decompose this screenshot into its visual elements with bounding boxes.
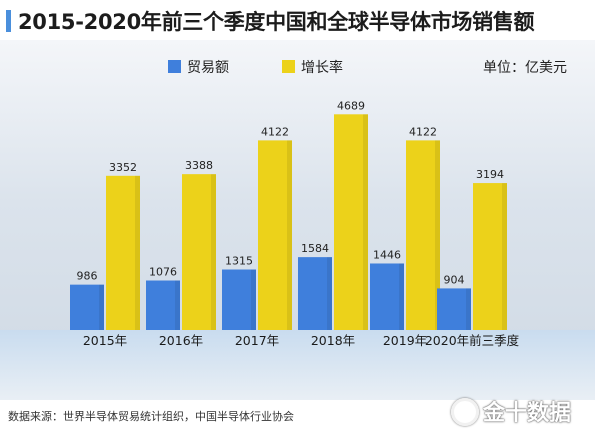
- chart-title: 2015-2020年前三个季度中国和全球半导体市场销售额: [18, 10, 535, 34]
- growth-value-label-2: 4122: [261, 125, 289, 138]
- trade-value-label-5: 904: [444, 273, 465, 286]
- category-label-0: 2015年: [83, 333, 127, 348]
- bar-shade: [175, 280, 180, 330]
- growth-bar-5: [473, 183, 507, 330]
- growth-bar-2: [258, 140, 292, 330]
- category-label-4: 2019年: [383, 333, 427, 348]
- trade-value-label-0: 986: [77, 270, 98, 283]
- legend: 贸易额 增长率: [168, 59, 343, 76]
- bar-shade: [435, 140, 440, 330]
- legend-swatch-1: [282, 60, 295, 73]
- bar-shade: [363, 114, 368, 330]
- trade-bar-4: [370, 263, 404, 330]
- growth-bar-1: [182, 174, 216, 330]
- unit-label: 单位：亿美元: [483, 60, 567, 76]
- trade-value-label-1: 1076: [149, 266, 177, 279]
- value-labels-group: 986 3352 1076 3388 1315 4122 1584 4689 1446 4122 9…: [77, 99, 505, 286]
- bar-shade: [327, 257, 332, 330]
- title-accent-bar: [6, 10, 11, 32]
- watermark-logo-icon: [451, 398, 479, 426]
- bar-shade: [99, 284, 104, 330]
- growth-bar-3: [334, 114, 368, 330]
- trade-value-label-4: 1446: [373, 248, 401, 261]
- growth-value-label-5: 3194: [476, 168, 504, 181]
- trade-bar-5: [437, 288, 471, 330]
- chart-plot: 贸易额 增长率 单位：亿美元 986 3352 1076 3388 1315 4122 158…: [0, 40, 595, 400]
- bars-group: [70, 114, 507, 330]
- bar-shade: [466, 288, 471, 330]
- legend-label-0: 贸易额: [187, 60, 229, 76]
- watermark-text: 金十数据: [483, 401, 572, 426]
- watermark: 金十数据: [449, 395, 589, 426]
- trade-bar-2: [222, 269, 256, 330]
- growth-bar-0: [106, 175, 140, 330]
- legend-label-1: 增长率: [301, 59, 343, 76]
- source-note: 数据来源：世界半导体贸易统计组织，中国半导体行业协会: [8, 410, 294, 423]
- bar-shade: [251, 269, 256, 330]
- bar-shade: [211, 174, 216, 330]
- bar-shade: [135, 175, 140, 330]
- title-bar: 2015-2020年前三个季度中国和全球半导体市场销售额: [0, 0, 595, 40]
- chart-floor: [0, 330, 595, 400]
- growth-value-label-0: 3352: [109, 161, 137, 174]
- bar-shade: [399, 263, 404, 330]
- trade-value-label-2: 1315: [225, 255, 253, 268]
- bar-shade: [502, 183, 507, 330]
- trade-value-label-3: 1584: [301, 242, 329, 255]
- bar-shade: [287, 140, 292, 330]
- category-label-1: 2016年: [159, 333, 203, 348]
- category-label-5: 2020年前三季度: [425, 333, 520, 348]
- trade-bar-3: [298, 257, 332, 330]
- legend-swatch-0: [168, 60, 181, 73]
- growth-value-label-4: 4122: [409, 125, 437, 138]
- category-label-3: 2018年: [311, 333, 355, 348]
- category-label-2: 2017年: [235, 333, 279, 348]
- growth-bar-4: [406, 140, 440, 330]
- growth-value-label-3: 4689: [337, 99, 365, 112]
- growth-value-label-1: 3388: [185, 159, 213, 172]
- trade-bar-1: [146, 280, 180, 330]
- trade-bar-0: [70, 284, 104, 330]
